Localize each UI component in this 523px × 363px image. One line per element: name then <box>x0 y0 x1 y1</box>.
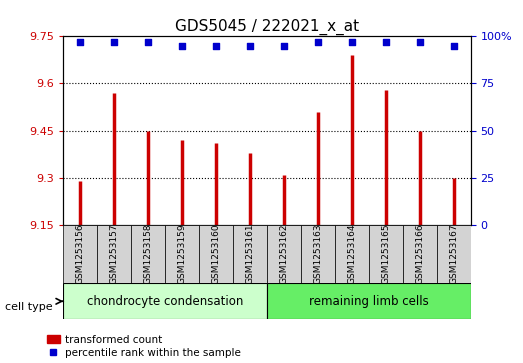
Text: GSM1253157: GSM1253157 <box>109 224 118 285</box>
Text: GSM1253162: GSM1253162 <box>279 224 288 284</box>
FancyBboxPatch shape <box>63 225 97 283</box>
Text: GSM1253159: GSM1253159 <box>177 224 186 285</box>
Point <box>313 39 322 45</box>
Text: cell type: cell type <box>5 302 53 312</box>
Point <box>449 43 458 49</box>
FancyBboxPatch shape <box>165 225 199 283</box>
Point <box>347 39 356 45</box>
Text: remaining limb cells: remaining limb cells <box>309 295 428 308</box>
Text: GSM1253156: GSM1253156 <box>75 224 84 285</box>
FancyBboxPatch shape <box>437 225 471 283</box>
Text: GSM1253164: GSM1253164 <box>347 224 356 284</box>
Point <box>75 39 84 45</box>
FancyBboxPatch shape <box>301 225 335 283</box>
Legend: transformed count, percentile rank within the sample: transformed count, percentile rank withi… <box>47 335 241 358</box>
Title: GDS5045 / 222021_x_at: GDS5045 / 222021_x_at <box>175 19 359 35</box>
Point <box>177 43 186 49</box>
Text: chondrocyte condensation: chondrocyte condensation <box>87 295 243 308</box>
Text: GSM1253158: GSM1253158 <box>143 224 152 285</box>
Text: GSM1253163: GSM1253163 <box>313 224 322 285</box>
Point <box>245 43 254 49</box>
Point <box>381 39 390 45</box>
FancyBboxPatch shape <box>335 225 369 283</box>
FancyBboxPatch shape <box>131 225 165 283</box>
Text: GSM1253165: GSM1253165 <box>381 224 390 285</box>
Point <box>415 39 424 45</box>
FancyBboxPatch shape <box>267 283 471 319</box>
Point <box>109 39 118 45</box>
Text: GSM1253167: GSM1253167 <box>449 224 458 285</box>
Text: GSM1253160: GSM1253160 <box>211 224 220 285</box>
FancyBboxPatch shape <box>369 225 403 283</box>
Point <box>143 39 152 45</box>
FancyBboxPatch shape <box>403 225 437 283</box>
FancyBboxPatch shape <box>199 225 233 283</box>
Text: GSM1253166: GSM1253166 <box>415 224 424 285</box>
Point <box>211 43 220 49</box>
Point <box>279 43 288 49</box>
FancyBboxPatch shape <box>63 283 267 319</box>
FancyBboxPatch shape <box>97 225 131 283</box>
FancyBboxPatch shape <box>233 225 267 283</box>
Text: GSM1253161: GSM1253161 <box>245 224 254 285</box>
FancyBboxPatch shape <box>267 225 301 283</box>
